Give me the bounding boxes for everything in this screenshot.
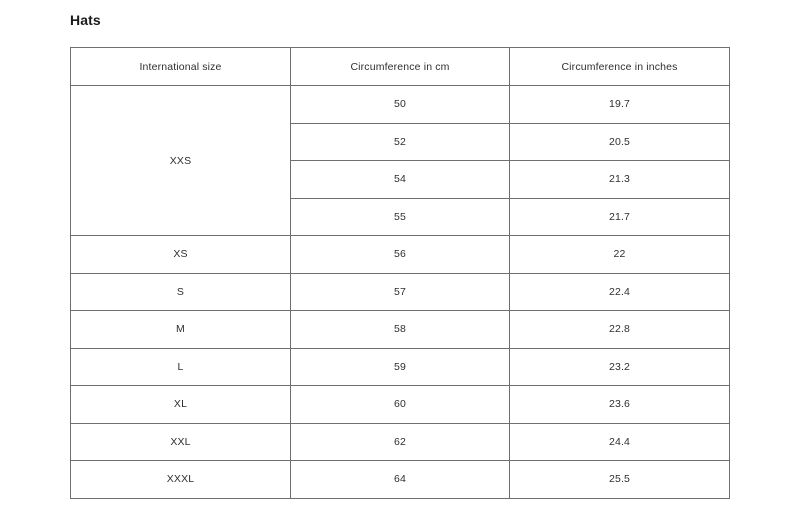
table-row: L 59 23.2 xyxy=(70,347,730,386)
table-row: XXL 62 24.4 xyxy=(70,422,730,461)
cell-circumference-inches: 25.5 xyxy=(509,460,730,499)
column-header-international-size: International size xyxy=(70,47,291,86)
cell-circumference-inches: 21.7 xyxy=(509,197,730,236)
cell-circumference-cm: 57 xyxy=(290,272,510,311)
cell-international-size: XL xyxy=(70,385,291,424)
hats-size-table: International size Circumference in cm C… xyxy=(70,47,730,499)
cell-circumference-inches: 21.3 xyxy=(509,160,730,199)
cell-circumference-cm: 56 xyxy=(290,235,510,274)
cell-circumference-inches: 24.4 xyxy=(509,422,730,461)
page-title: Hats xyxy=(70,12,101,28)
column-header-circumference-cm: Circumference in cm xyxy=(290,47,510,86)
cell-international-size: M xyxy=(70,310,291,349)
table-header-row: International size Circumference in cm C… xyxy=(70,47,730,86)
cell-circumference-cm: 54 xyxy=(290,160,510,199)
table-row: XL 60 23.6 xyxy=(70,385,730,424)
table-row: M 58 22.8 xyxy=(70,310,730,349)
table-row: XXXL 64 25.5 xyxy=(70,460,730,499)
cell-circumference-cm: 60 xyxy=(290,385,510,424)
cell-circumference-inches: 22.4 xyxy=(509,272,730,311)
table-row: XS 56 22 xyxy=(70,235,730,274)
table-row: 52 20.5 xyxy=(71,122,730,161)
cell-international-size: XS xyxy=(70,235,291,274)
table-header: International size Circumference in cm C… xyxy=(70,47,730,86)
cell-circumference-cm: 64 xyxy=(290,460,510,499)
cell-international-size: S xyxy=(70,272,291,311)
column-header-circumference-inches: Circumference in inches xyxy=(509,47,730,86)
size-table-container: International size Circumference in cm C… xyxy=(70,47,730,499)
cell-circumference-cm: 50 xyxy=(290,85,510,124)
table-row: 54 21.3 xyxy=(71,160,730,199)
cell-international-size: XXXL xyxy=(70,460,291,499)
cell-circumference-cm: 58 xyxy=(290,310,510,349)
cell-circumference-inches: 23.6 xyxy=(509,385,730,424)
cell-circumference-inches: 22.8 xyxy=(509,310,730,349)
cell-international-size: XXS xyxy=(70,85,291,236)
cell-circumference-cm: 59 xyxy=(290,347,510,386)
table-body: XXS 50 19.7 52 20.5 54 21.3 55 21.7 XS 56 22 S 57 22.4… xyxy=(70,85,730,499)
table-row: XXS 50 19.7 xyxy=(70,85,730,236)
cell-circumference-inches: 19.7 xyxy=(509,85,730,124)
cell-circumference-cm: 62 xyxy=(290,422,510,461)
cell-circumference-inches: 23.2 xyxy=(509,347,730,386)
cell-circumference-inches: 22 xyxy=(509,235,730,274)
cell-circumference-cm: 55 xyxy=(290,197,510,236)
cell-circumference-cm: 52 xyxy=(290,122,510,161)
cell-international-size: XXL xyxy=(70,422,291,461)
table-row: S 57 22.4 xyxy=(70,272,730,311)
cell-circumference-inches: 20.5 xyxy=(509,122,730,161)
cell-international-size: L xyxy=(70,347,291,386)
